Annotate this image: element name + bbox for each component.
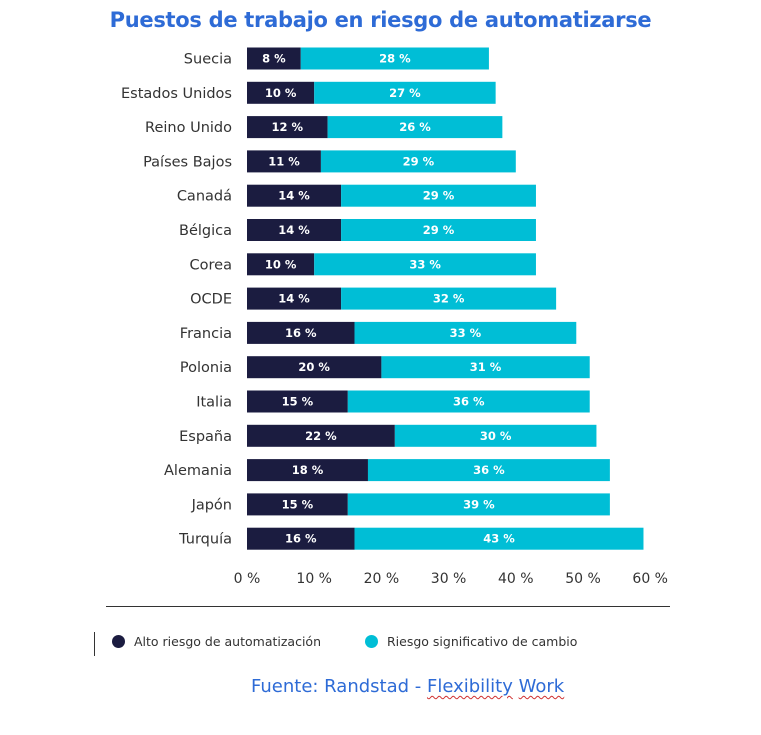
data-label-cyan: 27 % [389, 86, 421, 100]
bar-dark [247, 253, 315, 276]
bar-cyan [394, 424, 597, 447]
source-prefix: Fuente: Randstad - [251, 676, 427, 697]
bar-cyan [347, 390, 590, 413]
source-word-flexibility: Flexibility [426, 676, 513, 697]
data-label-dark: 15 % [282, 395, 314, 409]
data-label-cyan: 33 % [450, 326, 482, 340]
legend-dot-cyan [365, 635, 378, 648]
bar-cyan [327, 116, 503, 139]
chart-title: Puestos de trabajo en riesgo de automati… [109, 8, 652, 32]
category-label: Estados Unidos [121, 86, 232, 102]
data-label-dark: 22 % [305, 429, 337, 443]
legend-item-cyan: Riesgo significativo de cambio [365, 634, 577, 649]
bar-dark [247, 459, 368, 482]
data-label-dark: 14 % [278, 189, 310, 203]
data-label-dark: 14 % [278, 292, 310, 306]
bar-cyan [347, 493, 610, 516]
bar-cyan [341, 287, 557, 310]
source-word-work: Work [518, 676, 565, 697]
data-label-cyan: 36 % [453, 395, 485, 409]
x-tick-label: 0 % [234, 571, 261, 587]
bar-dark [247, 47, 301, 70]
x-tick-label: 10 % [296, 571, 332, 587]
bar-cyan [314, 253, 536, 276]
category-label: Reino Unido [145, 120, 232, 136]
bar-cyan [320, 150, 516, 173]
category-label: Japón [191, 497, 232, 513]
category-label: Italia [196, 395, 232, 411]
x-tick-label: 20 % [364, 571, 400, 587]
bar-dark [247, 493, 348, 516]
bar-cyan [354, 321, 577, 344]
data-label-cyan: 28 % [379, 52, 411, 66]
bar-dark [247, 219, 342, 241]
category-label: Francia [180, 326, 232, 342]
legend-item-dark: Alto riesgo de automatización [112, 634, 321, 649]
data-label-cyan: 33 % [409, 257, 441, 271]
data-label-cyan: 29 % [423, 189, 455, 203]
bar-cyan [341, 184, 536, 207]
bar-dark [247, 81, 315, 104]
bar-cyan [341, 219, 536, 241]
data-label-dark: 16 % [285, 532, 317, 546]
data-label-cyan: 32 % [433, 292, 465, 306]
data-label-dark: 12 % [272, 120, 304, 134]
bar-cyan [381, 356, 590, 379]
data-label-cyan: 36 % [473, 463, 505, 477]
text-cursor [94, 632, 95, 656]
category-label: Canadá [177, 189, 232, 205]
data-label-cyan: 29 % [423, 223, 455, 237]
category-label: Países Bajos [143, 154, 232, 170]
data-label-dark: 14 % [278, 223, 310, 237]
bar-dark [247, 527, 355, 550]
data-label-cyan: 43 % [483, 532, 515, 546]
x-tick-label: 60 % [632, 571, 668, 587]
data-label-dark: 15 % [282, 497, 314, 511]
legend-divider [106, 606, 670, 607]
category-label: Corea [190, 257, 232, 273]
bar-dark [247, 356, 382, 379]
legend-label-dark: Alto riesgo de automatización [134, 634, 321, 649]
category-label: Polonia [180, 360, 232, 376]
data-label-dark: 10 % [265, 86, 297, 100]
data-label-cyan: 29 % [403, 154, 435, 168]
data-label-dark: 16 % [285, 326, 317, 340]
bar-dark [247, 321, 355, 344]
category-label: Turquía [178, 532, 232, 548]
category-label: Alemania [164, 463, 232, 479]
category-label: España [179, 429, 232, 445]
x-tick-label: 40 % [498, 571, 534, 587]
data-label-cyan: 26 % [399, 120, 431, 134]
data-label-dark: 18 % [292, 463, 324, 477]
bar-cyan [314, 81, 496, 104]
bar-dark [247, 116, 328, 139]
data-label-dark: 10 % [265, 257, 297, 271]
x-tick-label: 50 % [565, 571, 601, 587]
data-label-cyan: 39 % [463, 497, 495, 511]
bar-cyan [300, 47, 489, 70]
data-label-dark: 20 % [298, 360, 330, 374]
legend-label-cyan: Riesgo significativo de cambio [387, 634, 578, 649]
chart-plot-area: Suecia 8 % 28 % Estados Unidos 10 % 27 % Reino… [121, 47, 668, 587]
category-label: Suecia [184, 52, 232, 68]
bar-dark [247, 287, 342, 310]
data-label-cyan: 30 % [480, 429, 512, 443]
bar-dark [247, 390, 348, 413]
data-label-dark: 11 % [268, 154, 300, 168]
data-label-cyan: 31 % [470, 360, 502, 374]
source-credit: Fuente: Randstad - Flexibility Work [251, 676, 564, 697]
category-label: OCDE [190, 292, 232, 308]
legend-dot-dark [112, 635, 125, 648]
data-label-dark: 8 % [262, 52, 286, 66]
bar-dark [247, 184, 342, 207]
bar-cyan [367, 459, 610, 482]
bar-dark [247, 424, 395, 447]
x-tick-label: 30 % [431, 571, 467, 587]
bar-dark [247, 150, 321, 173]
category-label: Bélgica [179, 223, 232, 239]
bar-cyan [354, 527, 644, 550]
